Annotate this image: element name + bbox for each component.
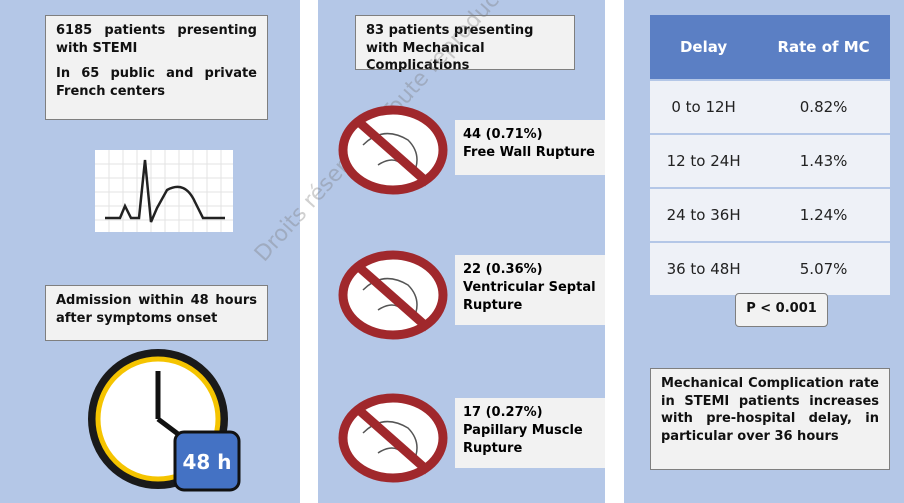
clock-icon: 48 h bbox=[88, 349, 241, 492]
heart-icon bbox=[338, 393, 448, 483]
heart-icon bbox=[338, 105, 448, 195]
table-row: 0 to 12H 0.82% bbox=[650, 79, 890, 134]
rate-cell: 1.24% bbox=[757, 187, 890, 242]
delay-cell: 0 to 12H bbox=[650, 79, 758, 134]
conclusion-box: Mechanical Complication rate in STEMI pa… bbox=[650, 368, 890, 470]
complication-label: Ventricular Septal Rupture bbox=[463, 280, 596, 314]
delay-cell: 36 to 48H bbox=[650, 241, 758, 295]
conclusion-text: Mechanical Complication rate in STEMI pa… bbox=[661, 376, 879, 444]
table-row: 24 to 36H 1.24% bbox=[650, 187, 890, 242]
table-header: Delay bbox=[650, 15, 758, 80]
rate-cell: 0.82% bbox=[757, 79, 890, 134]
complications-header: 83 patients presenting with Mechanical C… bbox=[355, 15, 575, 73]
table-header: Rate of MC bbox=[757, 15, 890, 80]
complication-box: 17 (0.27%) Papillary Muscle Rupture bbox=[455, 398, 605, 468]
complication-label: Papillary Muscle Rupture bbox=[463, 423, 583, 457]
rate-cell: 1.43% bbox=[757, 133, 890, 188]
delay-badge: 48 h bbox=[182, 450, 231, 474]
complication-count: 22 (0.36%) bbox=[463, 262, 543, 277]
pvalue-box: P < 0.001 bbox=[735, 293, 828, 327]
complication-count: 44 (0.71%) bbox=[463, 127, 543, 142]
complication-box: 44 (0.71%) Free Wall Rupture bbox=[455, 120, 605, 175]
complication-count: 17 (0.27%) bbox=[463, 405, 543, 420]
admission-text: Admission within 48 hours after symptoms… bbox=[56, 293, 257, 326]
pvalue-text: P < 0.001 bbox=[746, 301, 817, 316]
centers-text: In 65 public and private French centers bbox=[56, 66, 257, 99]
delay-cell: 12 to 24H bbox=[650, 133, 758, 188]
delay-table: Delay Rate of MC 0 to 12H 0.82% 12 to 24H 1.… bbox=[650, 15, 890, 295]
table-row: 12 to 24H 1.43% bbox=[650, 133, 890, 188]
admission-box: Admission within 48 hours after symptoms… bbox=[45, 285, 268, 341]
table-row: 36 to 48H 5.07% bbox=[650, 241, 890, 295]
rate-cell: 5.07% bbox=[757, 241, 890, 295]
delay-cell: 24 to 36H bbox=[650, 187, 758, 242]
complication-label: Free Wall Rupture bbox=[463, 145, 595, 161]
complication-box: 22 (0.36%) Ventricular Septal Rupture bbox=[455, 255, 605, 325]
cohort-text: 6185 patients presenting with STEMI bbox=[56, 23, 257, 56]
heart-icon bbox=[338, 250, 448, 340]
ecg-icon bbox=[95, 150, 233, 232]
complications-text: 83 patients presenting with Mechanical C… bbox=[366, 23, 534, 74]
cohort-box: 6185 patients presenting with STEMI In 6… bbox=[45, 15, 268, 120]
